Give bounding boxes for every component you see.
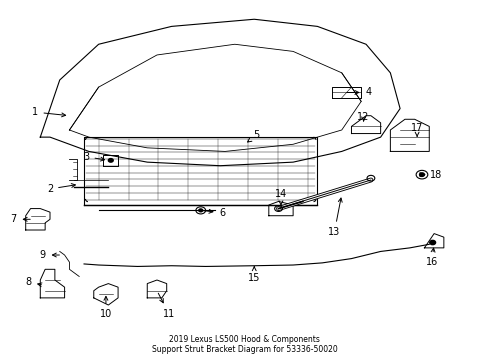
Text: 2: 2	[47, 184, 75, 194]
Text: 5: 5	[247, 130, 259, 142]
Text: 7: 7	[10, 214, 30, 224]
Text: 15: 15	[247, 267, 260, 283]
Text: 11: 11	[158, 293, 175, 319]
Circle shape	[419, 173, 424, 176]
Text: 12: 12	[357, 112, 369, 122]
Text: 18: 18	[419, 170, 442, 180]
Text: 14: 14	[274, 189, 286, 205]
Text: 13: 13	[327, 198, 342, 237]
Text: 8: 8	[25, 277, 42, 287]
Text: 6: 6	[203, 208, 225, 218]
Text: 9: 9	[40, 250, 59, 260]
Text: 17: 17	[410, 123, 423, 136]
Text: 4: 4	[346, 87, 371, 98]
Text: 2019 Lexus LS500 Hood & Components
Support Strut Bracket Diagram for 53336-50020: 2019 Lexus LS500 Hood & Components Suppo…	[151, 335, 337, 354]
Circle shape	[199, 209, 202, 212]
Circle shape	[429, 240, 435, 245]
Text: 3: 3	[83, 152, 104, 162]
Text: 1: 1	[32, 107, 65, 117]
Circle shape	[108, 158, 113, 162]
Text: 16: 16	[425, 248, 437, 267]
Text: 10: 10	[100, 296, 112, 319]
